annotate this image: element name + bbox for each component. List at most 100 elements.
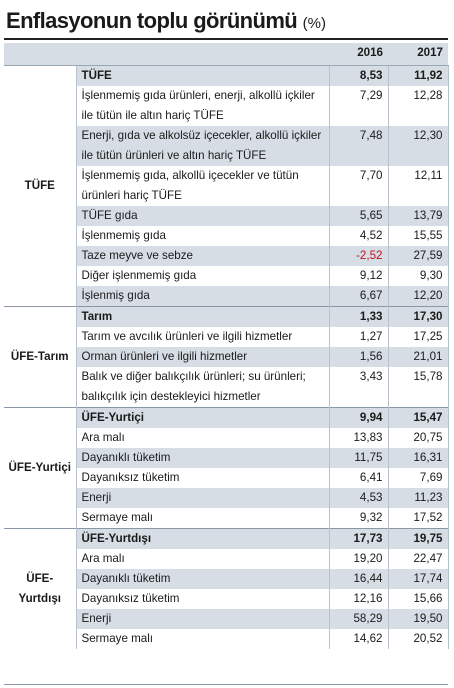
value-2016: 1,27 [328, 327, 388, 347]
table-row: Dayanıklı tüketim 16,44 17,74 [4, 569, 449, 589]
value-2017: 17,30 [387, 306, 449, 327]
row-label: TÜFE gıda [75, 206, 329, 226]
value-2016: 16,44 [328, 569, 388, 589]
table-row: ÜFE-Tarım Tarım 1,33 17,30 [4, 306, 449, 408]
row-label: Enerji, gıda ve alkolsüz içecekler, alko… [75, 126, 329, 166]
table-row: İşlenmemiş gıda 4,52 15,55 [4, 226, 449, 246]
row-label: Sermaye malı [75, 508, 329, 529]
bottom-rule [4, 684, 448, 685]
row-label: Orman ürünleri ve ilgili hizmetler [75, 347, 329, 367]
value-2016: 13,83 [328, 428, 388, 448]
row-label: Dayanıklı tüketim [75, 569, 329, 589]
value-2017: 12,20 [387, 286, 449, 307]
table-row: TÜFE TÜFE 8,53 11,92 [4, 65, 449, 307]
value-2017: 20,75 [387, 428, 449, 448]
group-label: ÜFE-Yurtiçi [4, 407, 77, 529]
table-row: Dayanıksız tüketim 6,41 7,69 [4, 468, 449, 488]
value-2016: 1,56 [328, 347, 388, 367]
value-2016: 1,33 [328, 306, 388, 327]
row-label: Dayanıklı tüketim [75, 448, 329, 468]
row-label: Enerji [75, 488, 329, 508]
table-row: Balık ve diğer balıkçılık ürünleri; su ü… [4, 367, 449, 408]
value-2017: 21,01 [387, 347, 449, 367]
inflation-table: 2016 2017 TÜFE TÜFE 8,53 11,92 İşlenmemiş gı… [4, 43, 449, 649]
table-row: Taze meyve ve sebze -2,52 27,59 [4, 246, 449, 266]
value-2017: 15,66 [387, 589, 449, 609]
value-2016: 12,16 [328, 589, 388, 609]
row-label: ÜFE-Yurtdışı [75, 528, 329, 549]
table-row: Sermaye malı 9,32 17,52 [4, 508, 449, 529]
value-2017: 12,30 [387, 126, 449, 166]
row-label: Ara malı [75, 549, 329, 569]
row-label: Dayanıksız tüketim [75, 589, 329, 609]
value-2016: 8,53 [328, 65, 388, 86]
value-2017: 12,11 [387, 166, 449, 206]
table-row: Tarım ve avcılık ürünleri ve ilgili hizm… [4, 327, 449, 347]
row-label: TÜFE [75, 65, 329, 86]
table-row: Dayanıklı tüketim 11,75 16,31 [4, 448, 449, 468]
row-label: ÜFE-Yurtiçi [75, 407, 329, 428]
row-label: Taze meyve ve sebze [75, 246, 329, 266]
table-row: Diğer işlenmemiş gıda 9,12 9,30 [4, 266, 449, 286]
header-row: 2016 2017 [4, 43, 448, 66]
table-row: İşlenmemiş gıda ürünleri, enerji, alkoll… [4, 86, 449, 126]
value-2017: 22,47 [387, 549, 449, 569]
value-2016: 19,20 [328, 549, 388, 569]
row-label: Dayanıksız tüketim [75, 468, 329, 488]
table-row: Enerji 58,29 19,50 [4, 609, 449, 629]
value-2016: 7,70 [328, 166, 388, 206]
row-label: Balık ve diğer balıkçılık ürünleri; su ü… [75, 367, 329, 408]
value-2016: 7,48 [328, 126, 388, 166]
table-row: Ara malı 13,83 20,75 [4, 428, 449, 448]
row-label: İşlenmemiş gıda ürünleri, enerji, alkoll… [75, 86, 329, 126]
row-label: Diğer işlenmemiş gıda [75, 266, 329, 286]
value-2016: 6,41 [328, 468, 388, 488]
group-label: TÜFE [4, 65, 77, 307]
table-row: Ara malı 19,20 22,47 [4, 549, 449, 569]
row-label: Sermaye malı [75, 629, 329, 649]
value-2016: 58,29 [328, 609, 388, 629]
column-header-2017: 2017 [388, 43, 448, 66]
value-2017: 11,92 [387, 65, 449, 86]
table-row: Enerji, gıda ve alkolsüz içecekler, alko… [4, 126, 449, 166]
table-row: İşlenmiş gıda 6,67 12,20 [4, 286, 449, 307]
value-2017: 17,25 [387, 327, 449, 347]
value-2016: 9,94 [328, 407, 388, 428]
value-2016: 7,29 [328, 86, 388, 126]
value-2017: 11,23 [387, 488, 449, 508]
value-2017: 13,79 [387, 206, 449, 226]
row-label: İşlenmemiş gıda, alkollü içecekler ve tü… [75, 166, 329, 206]
row-label: Ara malı [75, 428, 329, 448]
table-row: Enerji 4,53 11,23 [4, 488, 449, 508]
value-2017: 12,28 [387, 86, 449, 126]
table-row: ÜFE-Yurtiçi ÜFE-Yurtiçi 9,94 15,47 [4, 407, 449, 529]
title-rule [4, 38, 448, 40]
value-2017: 15,55 [387, 226, 449, 246]
title-text: Enflasyonun toplu görünümü [6, 8, 298, 33]
value-2017: 19,50 [387, 609, 449, 629]
value-2017: 16,31 [387, 448, 449, 468]
table-row: TÜFE gıda 5,65 13,79 [4, 206, 449, 226]
value-2016: 9,32 [328, 508, 388, 529]
row-label: Tarım ve avcılık ürünleri ve ilgili hizm… [75, 327, 329, 347]
table-row: Dayanıksız tüketim 12,16 15,66 [4, 589, 449, 609]
value-2017: 15,47 [387, 407, 449, 428]
value-2017: 7,69 [387, 468, 449, 488]
value-2016: 11,75 [328, 448, 388, 468]
value-2016: 4,53 [328, 488, 388, 508]
value-2016: 17,73 [328, 528, 388, 549]
group-label: ÜFE-Tarım [4, 306, 77, 408]
value-2017: 17,52 [387, 508, 449, 529]
unit-label: (%) [302, 15, 326, 32]
table-row: İşlenmemiş gıda, alkollü içecekler ve tü… [4, 166, 449, 206]
value-2016: 4,52 [328, 226, 388, 246]
page-title: Enflasyonun toplu görünümü (%) [6, 8, 326, 34]
table-body: TÜFE TÜFE 8,53 11,92 İşlenmemiş gıda ürünler… [4, 65, 449, 649]
value-2016: 9,12 [328, 266, 388, 286]
value-2017: 9,30 [387, 266, 449, 286]
row-label: Tarım [75, 306, 329, 327]
value-2016: -2,52 [328, 246, 388, 266]
row-label: İşlenmemiş gıda [75, 226, 329, 246]
value-2017: 27,59 [387, 246, 449, 266]
